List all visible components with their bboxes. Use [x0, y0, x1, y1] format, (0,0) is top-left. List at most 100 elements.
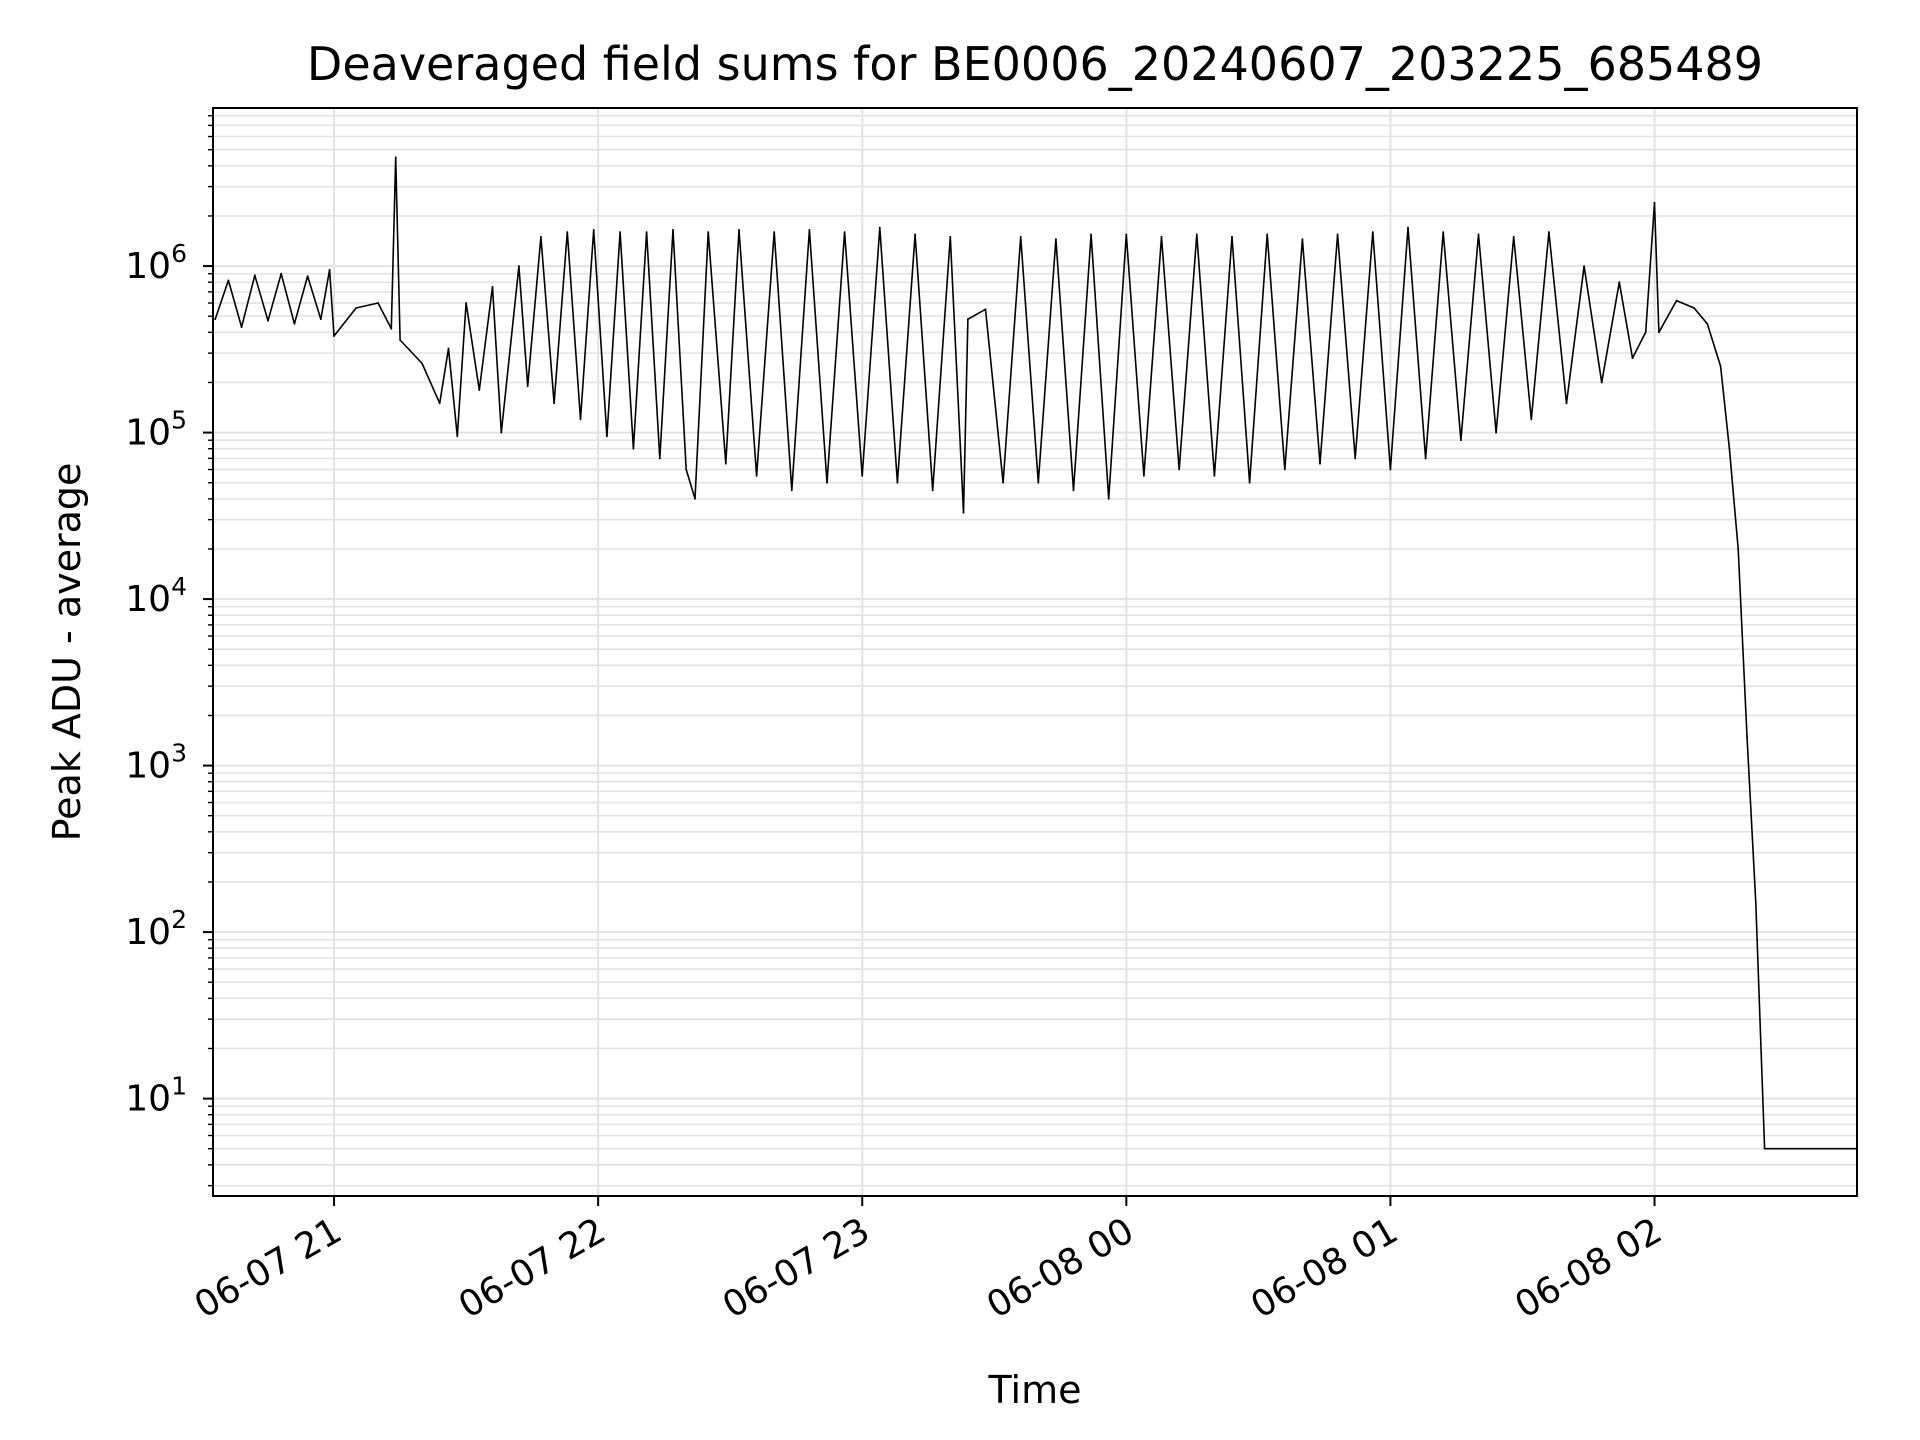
x-tick-label: 06-07 21: [188, 1210, 349, 1326]
data-point: [632, 447, 635, 450]
y-tick-exponent: 1: [171, 1072, 187, 1101]
data-point: [1618, 281, 1621, 284]
data-point: [1072, 489, 1075, 492]
data-point: [328, 268, 331, 271]
chart-title: Deaveraged field sums for BE0006_2024060…: [307, 37, 1763, 91]
data-point: [1107, 497, 1110, 500]
data-point: [707, 231, 710, 234]
data-point: [456, 435, 459, 438]
data-point: [1354, 457, 1357, 460]
data-point: [1336, 233, 1339, 236]
data-point: [1548, 231, 1550, 234]
data-point: [1460, 439, 1462, 442]
data-point: [421, 362, 423, 365]
series-line: [214, 156, 1857, 1150]
data-point: [808, 229, 811, 231]
x-tick-label: 06-08 01: [1244, 1210, 1405, 1326]
y-tick-base: 10: [125, 579, 171, 620]
data-point: [724, 462, 727, 465]
data-point: [1477, 233, 1480, 236]
data-point: [1266, 233, 1269, 236]
y-tick-exponent: 2: [171, 905, 187, 934]
data-point: [658, 457, 661, 460]
data-point: [1213, 474, 1216, 477]
y-tick-base: 10: [125, 413, 171, 454]
y-tick-exponent: 6: [171, 239, 187, 268]
x-tick-label: 06-08 02: [1508, 1210, 1669, 1326]
data-point: [1319, 462, 1321, 465]
y-tick-label: 102: [125, 905, 187, 953]
data-point: [1728, 447, 1731, 450]
y-tick-label: 101: [125, 1072, 187, 1120]
x-axis-label: Time: [988, 1368, 1082, 1412]
plot-area: [214, 156, 1858, 1150]
y-tick-exponent: 3: [171, 739, 187, 768]
data-point: [1019, 235, 1022, 238]
data-point: [377, 302, 379, 304]
data-point: [1283, 468, 1286, 471]
data-point: [500, 431, 503, 434]
x-tick-label: 06-07 22: [452, 1210, 613, 1326]
data-point: [1231, 235, 1233, 238]
data-point: [526, 385, 529, 388]
data-point: [390, 327, 393, 330]
data-point: [579, 418, 582, 421]
data-point: [1693, 307, 1695, 309]
data-point: [931, 489, 934, 492]
data-point: [1706, 322, 1709, 325]
data-point: [1160, 235, 1163, 238]
data-point: [1512, 235, 1515, 238]
y-tick-base: 10: [125, 246, 171, 287]
data-point: [447, 347, 450, 350]
series-layer: [214, 156, 1858, 1150]
y-tick-label: 103: [125, 739, 187, 787]
data-point: [1442, 231, 1445, 234]
data-point: [1675, 299, 1678, 302]
data-point: [1424, 457, 1427, 460]
data-point: [1746, 735, 1748, 738]
data-point: [1719, 365, 1722, 368]
data-point: [694, 497, 696, 500]
data-point: [984, 308, 987, 311]
y-tick-exponent: 4: [171, 572, 187, 601]
data-point: [1055, 238, 1057, 241]
y-tick-base: 10: [125, 912, 171, 953]
data-point: [1407, 226, 1409, 229]
y-tick-label: 104: [125, 572, 187, 620]
data-point: [619, 231, 621, 234]
grid: [213, 108, 1857, 1196]
data-point: [755, 474, 758, 477]
data-point: [1143, 474, 1145, 477]
data-point: [478, 389, 481, 391]
data-point: [319, 318, 322, 321]
data-point: [896, 481, 899, 484]
data-point: [1371, 231, 1374, 234]
data-point: [566, 231, 569, 234]
data-point: [878, 226, 881, 229]
data-point: [227, 279, 230, 282]
data-point: [1658, 331, 1660, 334]
data-point: [1248, 481, 1251, 484]
data-point: [1600, 381, 1603, 384]
y-tick-base: 10: [125, 746, 171, 787]
data-point: [1037, 481, 1040, 484]
data-point: [518, 265, 520, 267]
data-point: [592, 229, 595, 231]
data-point: [1002, 481, 1004, 484]
data-point: [1583, 265, 1585, 267]
data-point: [1495, 431, 1497, 434]
data-point: [1090, 233, 1092, 236]
data-point: [1565, 402, 1568, 405]
data-point: [438, 402, 441, 405]
data-point: [394, 156, 397, 159]
data-point: [267, 319, 269, 322]
data-point: [1389, 468, 1392, 471]
data-point: [1763, 1147, 1766, 1150]
data-point: [962, 511, 965, 514]
y-tick-base: 10: [125, 1079, 171, 1120]
data-point: [685, 468, 688, 471]
data-point: [1653, 201, 1656, 204]
data-point: [293, 322, 296, 325]
y-tick-label: 106: [125, 239, 187, 287]
